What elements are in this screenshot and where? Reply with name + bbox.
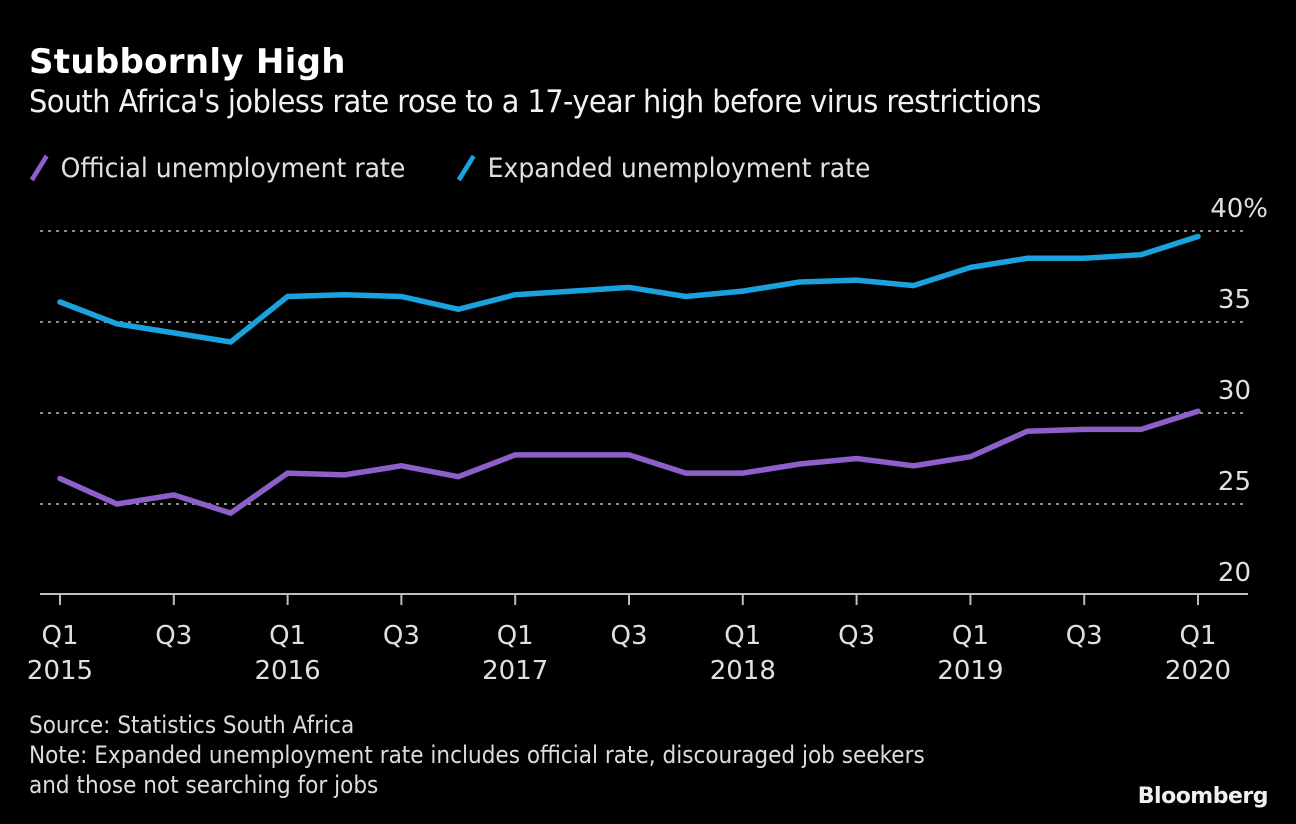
y-tick-label-35: 35	[1218, 285, 1251, 315]
x-tick-label-quarter: Q1	[952, 621, 989, 651]
legend-swatch-expanded-icon	[456, 154, 476, 182]
source-note: Source: Statistics South Africa	[29, 711, 355, 739]
x-tick-label-quarter: Q1	[724, 621, 761, 651]
x-tick-label-quarter: Q1	[269, 621, 306, 651]
y-tick-label-20: 20	[1218, 558, 1251, 588]
x-tick-label-quarter: Q1	[41, 621, 78, 651]
x-tick-label-year: 2019	[937, 656, 1003, 686]
x-tick-label-quarter: Q3	[1066, 621, 1103, 651]
footer: Source: Statistics South Africa Note: Ex…	[29, 710, 925, 800]
official-rate-line	[57, 408, 1201, 517]
y-tick-label-25: 25	[1218, 467, 1251, 497]
x-tick-label-quarter: Q1	[497, 621, 534, 651]
expanded-rate-line	[57, 233, 1201, 345]
x-tick-label-quarter: Q3	[383, 621, 420, 651]
legend-label-expanded: Expanded unemployment rate	[487, 152, 871, 184]
x-tick-label-year: 2017	[482, 656, 548, 686]
legend-label-official: Official unemployment rate	[60, 152, 406, 184]
legend-item-expanded: Expanded unemployment rate	[456, 153, 870, 184]
y-tick-label-30: 30	[1218, 376, 1251, 406]
x-tick-label-year: 2015	[27, 656, 93, 686]
note-line-1: Note: Expanded unemployment rate include…	[29, 741, 925, 769]
x-tick-label-quarter: Q3	[155, 621, 192, 651]
bloomberg-logo: Bloomberg	[1137, 784, 1269, 809]
legend-item-official: Official unemployment rate	[29, 153, 405, 184]
legend-swatch-official-icon	[29, 154, 49, 182]
chart-subtitle: South Africa's jobless rate rose to a 17…	[29, 84, 1041, 120]
note-line-2: and those not searching for jobs	[29, 771, 379, 799]
x-tick-label-year: 2016	[255, 656, 321, 686]
x-tick-label-quarter: Q1	[1179, 621, 1216, 651]
x-tick-label-quarter: Q3	[610, 621, 647, 651]
x-tick-label-year: 2018	[710, 656, 776, 686]
legend: Official unemployment rate Expanded unem…	[29, 150, 923, 186]
y-tick-label-40: 40%	[1210, 194, 1268, 224]
chart-title: Stubbornly High	[29, 42, 346, 82]
line-chart: 40% 35 30 25 20 Q1 2015 Q3 Q1 2016 Q3 Q1 2017 Q3 Q1 201…	[27, 194, 1268, 686]
x-tick-label-year: 2020	[1165, 656, 1231, 686]
x-tick-label-quarter: Q3	[838, 621, 875, 651]
